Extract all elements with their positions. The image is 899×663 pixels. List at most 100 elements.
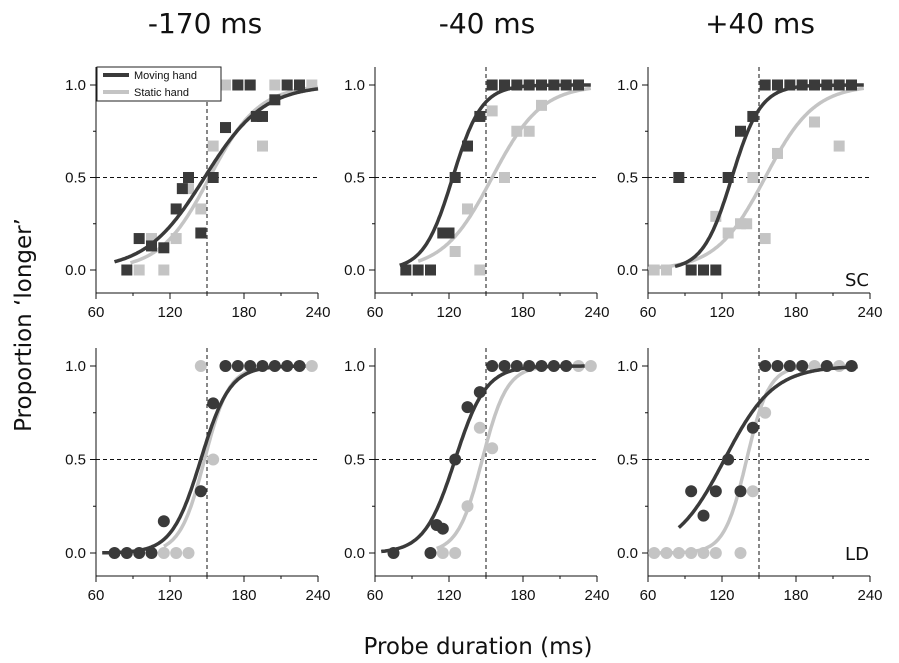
data-point-moving: [443, 227, 455, 239]
data-point-moving: [746, 421, 759, 434]
data-point-moving: [268, 360, 281, 372]
data-point-moving: [220, 122, 231, 134]
data-point-moving: [710, 264, 722, 276]
y-tick-label: 1.0: [617, 358, 638, 375]
x-tick-label: 120: [436, 304, 461, 321]
data-point-moving: [547, 360, 560, 372]
data-point-static: [661, 264, 672, 276]
data-point-moving: [425, 264, 436, 276]
data-point-moving: [250, 110, 262, 122]
data-point-static: [672, 547, 685, 559]
x-tick-label: 120: [436, 587, 461, 604]
y-tick-label: 0.0: [617, 545, 638, 562]
data-point-moving: [387, 547, 400, 559]
data-point-moving: [821, 79, 833, 91]
x-tick-label: 240: [305, 304, 330, 321]
data-point-static: [747, 172, 759, 183]
x-tick-label: 120: [157, 587, 182, 604]
data-point-moving: [473, 386, 486, 399]
data-point-moving: [846, 79, 857, 91]
fit-curve-static: [417, 86, 592, 263]
y-tick-label: 0.5: [617, 170, 638, 187]
data-point-static: [734, 547, 747, 559]
data-point-moving: [783, 360, 796, 372]
data-point-moving: [219, 360, 232, 372]
data-point-static: [772, 147, 783, 159]
data-point-moving: [820, 360, 833, 372]
data-point-static: [523, 125, 535, 137]
data-point-moving: [183, 172, 194, 183]
data-point-static: [685, 547, 698, 559]
data-point-moving: [244, 360, 257, 372]
y-axis-label: Proportion ‘longer’: [11, 218, 37, 432]
data-point-static: [710, 210, 722, 222]
data-point-static: [660, 547, 673, 559]
data-point-moving: [511, 79, 523, 91]
y-tick-label: 0.5: [344, 170, 365, 187]
data-point-moving: [759, 360, 772, 372]
data-point-static: [486, 105, 498, 117]
x-tick-label: 60: [640, 304, 657, 321]
data-point-moving: [772, 79, 783, 91]
x-tick-label: 240: [305, 587, 330, 604]
fit-curve-moving: [677, 365, 858, 529]
y-tick-label: 0.5: [344, 452, 365, 469]
x-tick-label: 180: [231, 587, 256, 604]
x-tick-label: 240: [857, 587, 882, 604]
panel-sc-2: 0.0 0.5 1.0 60 120 180 240: [344, 67, 610, 321]
data-point-static: [170, 547, 183, 559]
data-point-static: [306, 79, 318, 91]
legend-static-label: Static hand: [134, 87, 189, 99]
data-point-static: [158, 264, 170, 276]
data-point-static: [170, 233, 182, 245]
x-tick-label: 60: [640, 587, 657, 604]
data-point-moving: [510, 360, 523, 372]
x-axis-label: Probe duration (ms): [364, 634, 593, 660]
y-tick-label: 1.0: [65, 77, 86, 94]
data-point-static: [759, 406, 772, 419]
x-tick-label: 180: [231, 304, 256, 321]
data-point-moving: [257, 110, 268, 122]
data-point-static: [182, 547, 195, 559]
data-point-static: [183, 183, 194, 195]
y-tick-label: 0.0: [65, 545, 86, 562]
x-tick-label: 180: [510, 587, 535, 604]
x-tick-label: 60: [88, 587, 105, 604]
data-point-moving: [424, 547, 437, 559]
data-point-moving: [486, 79, 498, 91]
x-tick-label: 60: [367, 304, 384, 321]
data-point-static: [833, 140, 845, 152]
data-point-moving: [697, 509, 710, 522]
data-point-moving: [281, 360, 294, 372]
data-point-moving: [436, 522, 449, 535]
row-label-sc: SC: [845, 270, 869, 291]
y-tick-label: 0.5: [65, 452, 86, 469]
data-point-moving: [437, 227, 449, 239]
data-point-static: [759, 233, 771, 245]
data-point-moving: [474, 110, 486, 122]
data-point-moving: [536, 79, 547, 91]
data-point-moving: [146, 240, 157, 252]
data-point-moving: [722, 453, 735, 466]
column-title-3: +40 ms: [705, 7, 815, 40]
x-tick-label: 120: [709, 304, 734, 321]
x-tick-label: 240: [857, 304, 882, 321]
data-point-moving: [121, 264, 133, 276]
data-point-moving: [560, 79, 572, 91]
data-point-static: [133, 264, 145, 276]
data-point-moving: [784, 79, 796, 91]
fit-curve-static: [163, 364, 306, 548]
data-point-moving: [734, 485, 747, 498]
data-point-moving: [673, 172, 685, 183]
data-point-moving: [735, 125, 746, 137]
y-tick-label: 0.0: [344, 262, 365, 279]
data-point-moving: [747, 110, 759, 122]
data-point-moving: [461, 401, 474, 414]
x-tick-label: 60: [367, 587, 384, 604]
data-point-static: [709, 547, 722, 559]
data-point-static: [536, 99, 547, 111]
data-point-static: [584, 360, 597, 372]
data-point-moving: [560, 360, 573, 372]
data-point-static: [722, 227, 734, 239]
